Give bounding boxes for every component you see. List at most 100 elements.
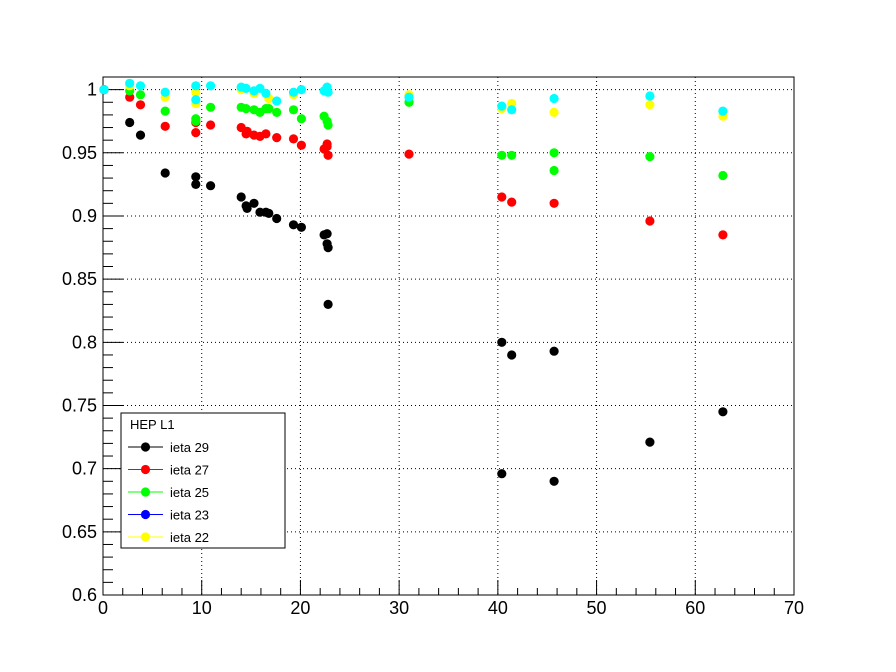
- data-point: [404, 92, 414, 102]
- legend-box: [120, 412, 286, 549]
- data-point: [242, 126, 252, 136]
- data-point: [323, 299, 333, 309]
- data-point: [497, 469, 507, 479]
- data-point: [125, 92, 135, 102]
- x-tick-label: 0: [98, 598, 108, 618]
- data-point: [135, 100, 146, 110]
- data-point: [645, 91, 655, 101]
- legend-entries: ieta 29 ieta 27 ieta 25 ieta 23 ieta 22: [128, 440, 209, 545]
- y-tick-label: 0.8: [72, 332, 97, 352]
- data-point: [507, 105, 517, 115]
- data-point: [645, 152, 655, 162]
- data-point: [241, 104, 251, 114]
- data-point: [160, 106, 170, 116]
- data-point: [549, 93, 559, 104]
- y-tick-label: 1: [87, 80, 97, 100]
- y-tick-label: 0.7: [72, 459, 97, 479]
- data-point: [549, 165, 559, 176]
- data-point: [160, 87, 170, 97]
- data-point: [718, 170, 728, 181]
- data-point: [125, 78, 135, 88]
- legend-label: ieta 29: [170, 440, 209, 455]
- data-point: [718, 106, 728, 116]
- y-tick-label: 0.9: [72, 206, 97, 226]
- data-point: [160, 168, 170, 178]
- data-point: [241, 83, 251, 93]
- data-point: [191, 128, 201, 138]
- legend-marker: [140, 509, 151, 520]
- data-point: [549, 346, 559, 356]
- data-point: [249, 198, 259, 208]
- legend-label: ieta 27: [170, 463, 209, 478]
- x-tick-label: 30: [389, 598, 409, 618]
- data-point: [191, 179, 201, 189]
- data-point: [718, 230, 728, 240]
- legend-marker: [140, 442, 151, 452]
- data-point: [206, 102, 216, 112]
- data-point: [549, 198, 559, 208]
- data-point: [288, 134, 299, 144]
- data-point: [645, 216, 655, 226]
- legend-marker: [140, 464, 151, 475]
- data-point: [135, 81, 146, 91]
- x-tick-label: 20: [290, 598, 310, 618]
- data-point: [191, 87, 201, 97]
- data-point: [549, 107, 559, 117]
- x-tick-label: 40: [488, 598, 508, 618]
- data-point: [191, 172, 201, 182]
- data-point: [322, 141, 332, 152]
- data-point: [507, 150, 517, 160]
- data-point: [191, 116, 201, 126]
- data-point: [135, 130, 146, 140]
- x-tick-label: 70: [784, 598, 804, 618]
- data-point: [206, 120, 216, 130]
- data-point: [160, 121, 170, 131]
- legend-label: ieta 23: [170, 508, 209, 523]
- data-points: [99, 78, 728, 486]
- data-point: [718, 407, 728, 417]
- data-point: [645, 437, 655, 447]
- data-point: [322, 229, 332, 239]
- data-point: [497, 337, 507, 347]
- data-point: [264, 104, 274, 114]
- legend-label: ieta 22: [170, 530, 209, 545]
- x-tick-label: 50: [587, 598, 607, 618]
- data-point: [323, 120, 333, 130]
- y-tick-label: 0.95: [62, 143, 97, 163]
- y-tick-label: 0.85: [62, 269, 97, 289]
- legend-marker: [140, 532, 151, 542]
- data-point: [261, 129, 271, 139]
- data-point: [507, 197, 517, 207]
- data-point: [296, 85, 306, 95]
- x-tick-label: 10: [192, 598, 212, 618]
- data-point: [323, 87, 333, 97]
- data-point: [272, 96, 282, 106]
- data-point: [288, 105, 299, 115]
- data-point: [206, 81, 216, 91]
- axes: 0 10 20 30 40 50 60 70 0.6 0.65 0.7 0.75 0.8 0.85 0.9 0…: [62, 80, 804, 618]
- data-point: [549, 148, 559, 158]
- data-point: [497, 192, 507, 202]
- y-tick-label: 0.65: [62, 522, 97, 542]
- data-point: [206, 181, 216, 191]
- data-point: [497, 101, 507, 111]
- data-point: [497, 150, 507, 160]
- x-tick-label: 60: [685, 598, 705, 618]
- data-point: [323, 150, 333, 160]
- data-point: [191, 81, 201, 91]
- data-point: [264, 208, 274, 218]
- data-point: [296, 114, 306, 124]
- data-point: [323, 243, 333, 253]
- data-point: [272, 213, 282, 224]
- legend-marker: [140, 487, 151, 497]
- data-point: [99, 85, 109, 95]
- legend-title: HEP L1: [130, 417, 175, 432]
- data-point: [507, 350, 517, 360]
- data-point: [296, 222, 306, 232]
- data-point: [549, 476, 559, 486]
- data-point: [125, 117, 135, 128]
- y-tick-label: 0.75: [62, 395, 97, 415]
- data-point: [191, 95, 201, 105]
